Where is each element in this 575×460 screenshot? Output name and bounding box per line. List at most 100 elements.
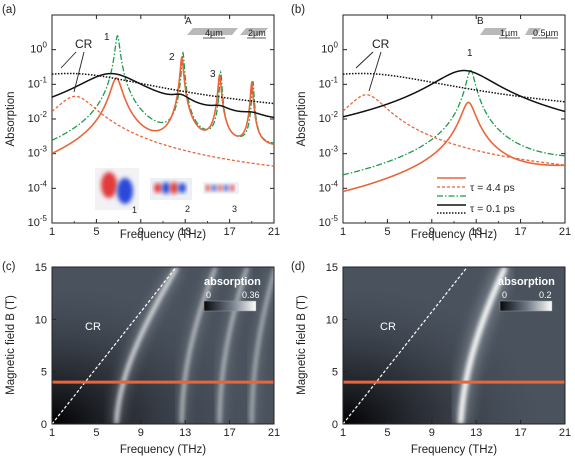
panel-b-peak1-label: 1 (467, 48, 473, 59)
svg-text:2: 2 (185, 204, 190, 214)
panel-a-peak1-label: 1 (104, 32, 110, 43)
y-tick-label: 10-4 (28, 179, 48, 194)
panel-d-colorbar: absorption 0 0.2 (498, 276, 555, 312)
x-tick-label: 13 (179, 226, 191, 238)
y-tick-label: 10-5 (319, 214, 339, 229)
y-tick-label: 10-5 (28, 214, 48, 229)
series-orange-dash (52, 95, 274, 167)
panel-c-xlabel: Frequency (THz) (120, 444, 206, 456)
panel-c-letter: (c) (2, 261, 16, 273)
x-tick-label: 1 (340, 226, 346, 238)
y-tick-label: 0 (332, 419, 338, 431)
panel-d-heatmap (343, 267, 565, 424)
panel-d-ylabel: Magnetic field B (T) (296, 295, 308, 395)
svg-text:3: 3 (232, 204, 237, 214)
ridge-2 (180, 267, 217, 424)
panel-b-xlabel: Frequency (THz) (411, 229, 497, 241)
x-tick-label: 5 (93, 226, 99, 238)
y-tick-label: 100 (30, 41, 47, 56)
x-tick-label: 5 (93, 427, 99, 439)
x-tick-label: 17 (223, 226, 235, 238)
legend-label-tau-short: τ = 0.1 ps (470, 203, 515, 215)
panel-d-colorbar-title: absorption (498, 276, 555, 288)
panel-b-cr-label: CR (372, 37, 390, 51)
legend-label-tau-long: τ = 4.4 ps (470, 182, 515, 194)
svg-text:2µm: 2µm (248, 28, 266, 38)
panel-b-structure-sketch: B 1µm 0.5µm (477, 16, 558, 39)
panel-a-peak2-label: 2 (169, 52, 175, 63)
x-tick-label: 1 (49, 427, 55, 439)
x-tick-label: 17 (514, 226, 526, 238)
svg-text:0.2: 0.2 (539, 290, 552, 300)
panel-b: (b) 1 5 9 13 17 21 10-5 10-4 10-3 10-2 10-1 100 Fre… (291, 4, 571, 241)
panel-a-peak3-label: 3 (210, 69, 216, 80)
svg-text:1: 1 (132, 205, 137, 215)
series-black-solid (52, 72, 274, 119)
series-orange-dash (343, 94, 565, 166)
panel-b-cr-arrow1 (355, 51, 374, 69)
mode-1-image: 1 (95, 168, 139, 215)
y-tick-label: 10-1 (28, 75, 48, 90)
y-tick-label: 10-2 (28, 110, 48, 125)
y-tick-label: 10 (35, 314, 47, 326)
y-tick-label: 15 (326, 262, 338, 274)
ridge-3 (218, 267, 249, 424)
x-tick-label: 9 (138, 226, 144, 238)
panel-b-legend: τ = 4.4 ps τ = 0.1 ps (437, 177, 515, 215)
y-tick-label: 10-4 (319, 179, 339, 194)
y-tick-label: 10-3 (28, 145, 48, 160)
panel-a-structure-sketch: A 4µm 2µm (185, 16, 268, 39)
x-tick-label: 1 (340, 427, 346, 439)
x-tick-label: 21 (268, 226, 280, 238)
cr-line (52, 267, 177, 424)
series-black-solid (343, 69, 565, 118)
panel-c-colorbar-title: absorption (204, 276, 261, 288)
panel-c-ylabel: Magnetic field B (T) (5, 295, 17, 395)
series-black-dot (52, 72, 274, 105)
x-tick-label: 9 (429, 427, 435, 439)
panel-a-cr-arrow2 (73, 51, 85, 93)
ridge-4 (250, 269, 274, 424)
series-orange-solid (52, 55, 274, 155)
panel-b-curves (343, 69, 565, 193)
y-tick-label: 5 (332, 367, 338, 379)
panel-d-letter: (d) (291, 261, 305, 273)
series-orange-solid (343, 101, 565, 193)
panel-c-cr-label: CR (85, 321, 101, 333)
panel-a-cr-arrow1 (60, 51, 77, 69)
y-tick-label: 10 (326, 314, 338, 326)
series-green-dashdot (343, 69, 565, 176)
x-tick-label: 13 (470, 226, 482, 238)
svg-text:4µm: 4µm (205, 28, 223, 38)
svg-text:0.5µm: 0.5µm (533, 28, 558, 38)
panel-b-ylabel: Absorption (296, 92, 308, 147)
x-tick-label: 13 (470, 427, 482, 439)
x-tick-label: 21 (559, 226, 571, 238)
x-tick-label: 1 (49, 226, 55, 238)
series-green-dashdot (52, 35, 274, 144)
x-tick-label: 17 (223, 427, 235, 439)
panel-a-ylabel: Absorption (5, 92, 17, 147)
panel-a-xlabel: Frequency (THz) (120, 229, 206, 241)
y-tick-label: 0 (41, 419, 47, 431)
panel-c-frame (51, 266, 275, 425)
svg-text:0: 0 (502, 290, 507, 300)
x-tick-label: 13 (179, 427, 191, 439)
panel-a-mode-insets: 1 2 3 (95, 168, 239, 215)
svg-text:A: A (185, 16, 192, 27)
y-tick-label: 10-1 (319, 75, 339, 90)
panel-d-xlabel: Frequency (THz) (411, 444, 497, 456)
svg-text:B: B (477, 16, 484, 27)
y-tick-label: 100 (321, 41, 338, 56)
mode-3-image: 3 (203, 182, 239, 214)
y-tick-label: 5 (41, 367, 47, 379)
panel-a-curves (52, 35, 274, 167)
y-tick-label: 15 (35, 262, 47, 274)
x-tick-label: 21 (559, 427, 571, 439)
